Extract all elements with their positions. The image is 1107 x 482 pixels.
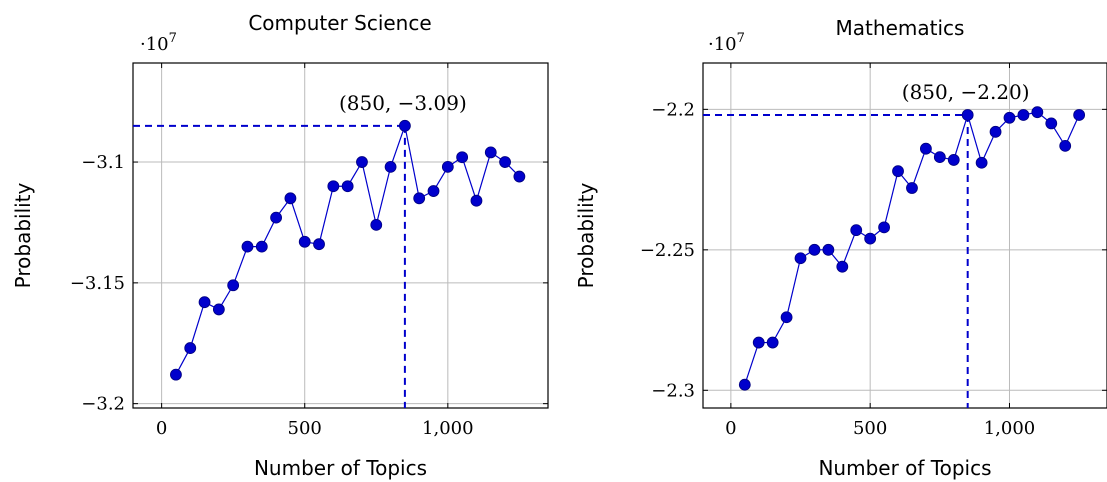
data-point xyxy=(413,192,426,205)
data-point xyxy=(1045,117,1058,130)
plot-frame xyxy=(702,62,1107,409)
data-point xyxy=(370,218,383,231)
y-tick-label: −2.3 xyxy=(651,380,695,401)
x-tick-label: 1,000 xyxy=(984,418,1036,439)
data-point xyxy=(341,180,354,193)
data-point xyxy=(780,311,793,324)
data-point xyxy=(1059,139,1072,152)
y-scale-multiplier: ·107 xyxy=(708,31,745,55)
data-point xyxy=(327,180,340,193)
data-point xyxy=(427,185,440,197)
plot-frame xyxy=(132,62,549,409)
data-point xyxy=(794,252,807,265)
y-axis-label: Probability xyxy=(574,182,598,288)
y-axis-label: Probability xyxy=(11,182,35,288)
y-scale-multiplier: ·107 xyxy=(140,31,177,55)
data-point xyxy=(850,224,863,237)
series-line xyxy=(744,111,1080,385)
x-axis-label: Number of Topics xyxy=(818,456,991,480)
data-point xyxy=(441,160,454,173)
data-point xyxy=(313,238,325,251)
x-axis-label: Number of Topics xyxy=(254,456,427,480)
data-point xyxy=(212,303,225,316)
data-point xyxy=(864,232,877,245)
data-point xyxy=(836,260,849,273)
y-tick-label: −3.2 xyxy=(81,394,125,415)
data-point xyxy=(975,156,988,169)
data-point xyxy=(484,146,497,159)
data-point xyxy=(1031,106,1044,119)
y-tick-label: −3.1 xyxy=(81,152,125,173)
data-point xyxy=(170,368,182,381)
data-point xyxy=(961,109,974,121)
data-point xyxy=(255,240,268,253)
y-scale-exponent: 7 xyxy=(169,31,177,46)
data-point xyxy=(227,279,240,292)
data-point xyxy=(989,125,1002,138)
data-point xyxy=(1073,109,1086,121)
data-point xyxy=(933,151,946,164)
data-point xyxy=(499,156,511,168)
data-point xyxy=(284,192,297,205)
data-point xyxy=(1003,111,1016,124)
y-tick-label: −2.25 xyxy=(640,240,695,261)
data-point xyxy=(198,296,211,309)
y-tick-label: −2.2 xyxy=(651,99,695,120)
annotation-label: (850, −3.09) xyxy=(339,91,467,115)
annotation-label: (850, −2.20) xyxy=(902,80,1030,104)
data-point xyxy=(766,336,779,349)
data-point xyxy=(241,240,254,253)
data-point xyxy=(878,221,891,234)
data-point xyxy=(822,243,835,256)
y-scale-base: ·10 xyxy=(140,34,169,55)
data-point xyxy=(513,170,526,183)
data-point xyxy=(947,154,960,166)
x-tick-label: 0 xyxy=(156,418,167,439)
data-point xyxy=(906,182,918,194)
data-point xyxy=(270,211,283,224)
chart-title: Computer Science xyxy=(248,11,431,35)
y-tick-label: −3.15 xyxy=(70,273,125,294)
x-tick-label: 1,000 xyxy=(422,418,474,439)
data-point xyxy=(470,194,483,207)
y-scale-base: ·10 xyxy=(708,34,737,55)
x-tick-label: 0 xyxy=(725,418,736,439)
data-point xyxy=(184,342,197,354)
y-scale-exponent: 7 xyxy=(737,31,745,46)
data-point xyxy=(752,336,765,349)
chart-title: Mathematics xyxy=(836,16,965,40)
data-point xyxy=(738,378,751,391)
mathematics-chart: 0 500 1,000 −2.3 −2.25 −2.2 ·107 Mathematics Num… xyxy=(574,16,1107,480)
data-point xyxy=(892,165,904,178)
data-point xyxy=(1017,109,1030,121)
series-line xyxy=(175,123,520,375)
data-point xyxy=(398,119,411,132)
data-point xyxy=(298,235,311,248)
data-point xyxy=(808,243,821,256)
x-tick-label: 500 xyxy=(853,418,887,439)
data-point xyxy=(356,156,368,168)
x-tick-label: 500 xyxy=(288,418,322,439)
data-point xyxy=(456,151,469,164)
computer-science-chart: 0 500 1,000 −3.2 −3.15 −3.1 ·107 Computer Scien… xyxy=(11,11,549,480)
data-point xyxy=(384,160,397,173)
data-point xyxy=(919,142,932,155)
